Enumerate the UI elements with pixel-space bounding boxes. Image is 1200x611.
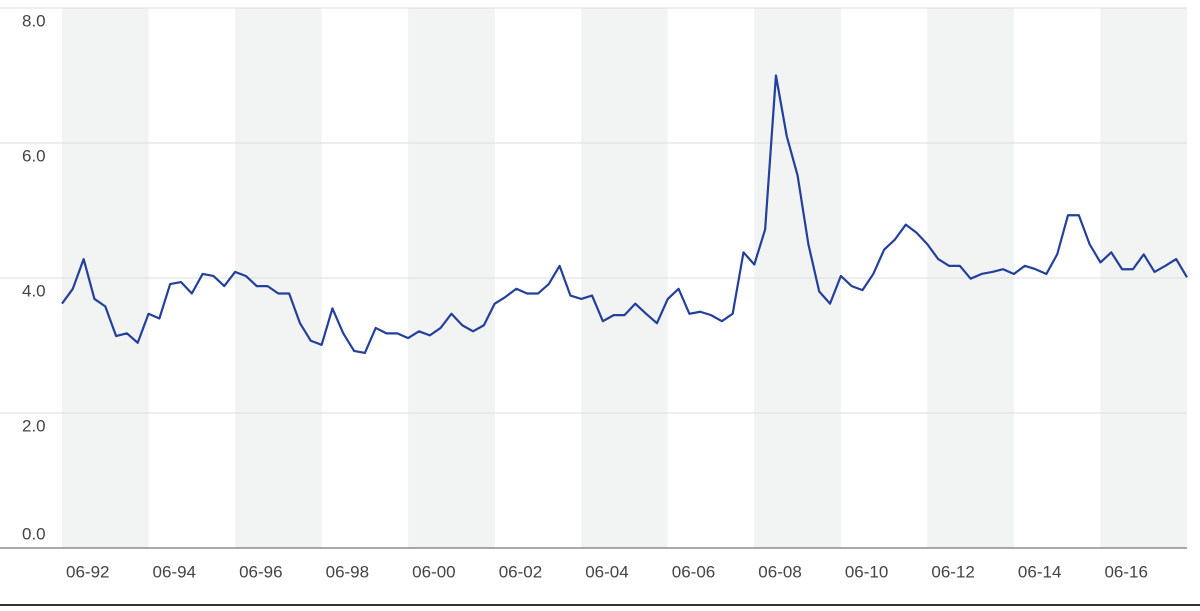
x-tick-label: 06-04 [585,562,628,581]
y-tick-label: 0.0 [22,524,46,543]
x-tick-label: 06-98 [326,562,369,581]
x-tick-label: 06-14 [1018,562,1061,581]
x-tick-label: 06-94 [153,562,196,581]
y-tick-label: 2.0 [22,416,46,435]
x-tick-label: 06-00 [412,562,455,581]
x-tick-label: 06-06 [672,562,715,581]
x-tick-label: 06-10 [845,562,888,581]
x-tick-label: 06-16 [1104,562,1147,581]
y-tick-label: 6.0 [22,146,46,165]
y-tick-label: 4.0 [22,281,46,300]
x-tick-label: 06-02 [499,562,542,581]
x-tick-label: 06-92 [66,562,109,581]
x-tick-label: 06-96 [239,562,282,581]
data-line [61,74,1188,355]
y-tick-label: 8.0 [22,11,46,30]
x-tick-label: 06-12 [931,562,974,581]
x-tick-label: 06-08 [758,562,801,581]
